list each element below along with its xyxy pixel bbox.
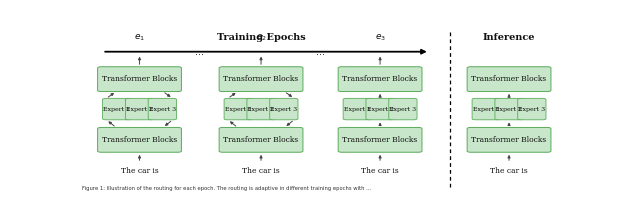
Text: Figure 1: Illustration of the routing for each epoch. The routing is adaptive in: Figure 1: Illustration of the routing fo… xyxy=(83,186,371,191)
Text: Expert 2: Expert 2 xyxy=(248,106,275,112)
Text: The car is: The car is xyxy=(242,167,280,175)
FancyBboxPatch shape xyxy=(467,67,551,92)
Text: Transformer Blocks: Transformer Blocks xyxy=(223,136,299,144)
Text: The car is: The car is xyxy=(121,167,158,175)
FancyBboxPatch shape xyxy=(472,98,500,120)
FancyBboxPatch shape xyxy=(366,98,394,120)
Text: Transformer Blocks: Transformer Blocks xyxy=(342,136,418,144)
FancyBboxPatch shape xyxy=(98,67,181,92)
Text: ...: ... xyxy=(316,47,325,57)
Text: Transformer Blocks: Transformer Blocks xyxy=(342,75,418,83)
Text: Expert 3: Expert 3 xyxy=(148,106,176,112)
Text: Transformer Blocks: Transformer Blocks xyxy=(102,136,177,144)
Text: Expert 1: Expert 1 xyxy=(473,106,500,112)
FancyBboxPatch shape xyxy=(219,67,303,92)
Text: Expert 3: Expert 3 xyxy=(389,106,417,112)
FancyBboxPatch shape xyxy=(224,98,252,120)
FancyBboxPatch shape xyxy=(98,127,181,152)
Text: Expert 1: Expert 1 xyxy=(103,106,131,112)
FancyBboxPatch shape xyxy=(125,98,154,120)
Text: $e_3$: $e_3$ xyxy=(374,33,385,43)
FancyBboxPatch shape xyxy=(269,98,298,120)
FancyBboxPatch shape xyxy=(247,98,275,120)
FancyBboxPatch shape xyxy=(338,127,422,152)
Text: Transformer Blocks: Transformer Blocks xyxy=(223,75,299,83)
FancyBboxPatch shape xyxy=(388,98,417,120)
Text: Expert 1: Expert 1 xyxy=(344,106,371,112)
FancyBboxPatch shape xyxy=(338,67,422,92)
FancyBboxPatch shape xyxy=(102,98,131,120)
Text: The car is: The car is xyxy=(490,167,528,175)
Text: Expert 2: Expert 2 xyxy=(126,106,153,112)
Text: Expert 3: Expert 3 xyxy=(270,106,298,112)
Text: ...: ... xyxy=(195,47,204,57)
Text: Expert 1: Expert 1 xyxy=(225,106,252,112)
Text: $e_2$: $e_2$ xyxy=(255,33,266,43)
FancyBboxPatch shape xyxy=(518,98,546,120)
Text: The car is: The car is xyxy=(361,167,399,175)
Text: Expert 2: Expert 2 xyxy=(495,106,523,112)
Text: Training Epochs: Training Epochs xyxy=(217,33,305,41)
Text: Inference: Inference xyxy=(483,33,535,41)
FancyBboxPatch shape xyxy=(495,98,523,120)
Text: Transformer Blocks: Transformer Blocks xyxy=(472,136,547,144)
FancyBboxPatch shape xyxy=(343,98,371,120)
Text: $e_1$: $e_1$ xyxy=(134,33,145,43)
Text: Transformer Blocks: Transformer Blocks xyxy=(472,75,547,83)
Text: Transformer Blocks: Transformer Blocks xyxy=(102,75,177,83)
FancyBboxPatch shape xyxy=(219,127,303,152)
Text: Expert 3: Expert 3 xyxy=(518,106,545,112)
FancyBboxPatch shape xyxy=(467,127,551,152)
FancyBboxPatch shape xyxy=(148,98,177,120)
Text: Expert 2: Expert 2 xyxy=(367,106,394,112)
